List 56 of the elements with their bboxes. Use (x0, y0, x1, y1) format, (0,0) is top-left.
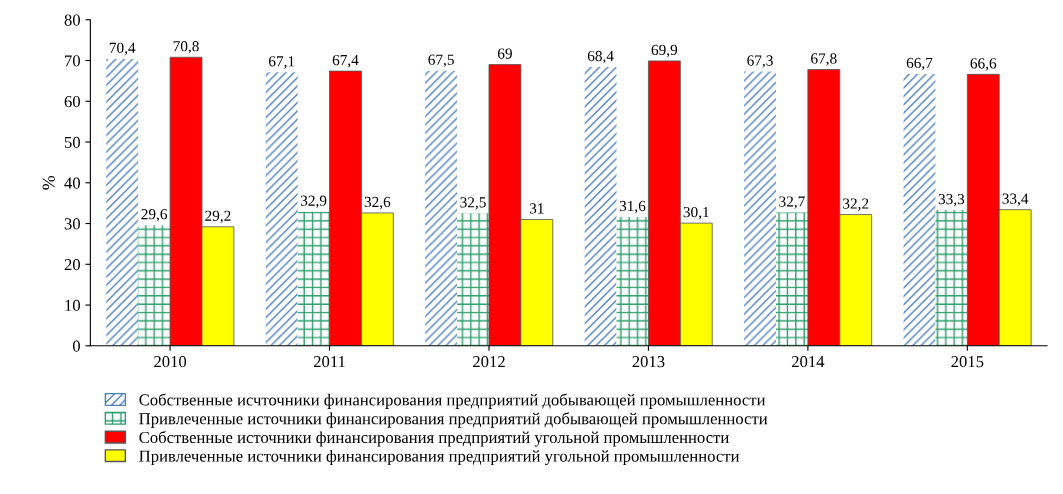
y-tick-label: 30 (64, 218, 80, 230)
data-label: 67,1 (268, 56, 295, 69)
bar (584, 67, 617, 346)
bar (297, 211, 330, 346)
data-label: 66,6 (970, 58, 997, 71)
y-tick-label: 10 (65, 299, 80, 311)
data-label: 31 (529, 203, 544, 214)
y-axis-title: % (42, 175, 55, 190)
legend-label: Собственные исчточники финансирования предприятий добывающей промышленности (139, 393, 766, 409)
x-tick-label: 2010 (154, 356, 187, 368)
bar (106, 58, 139, 346)
y-tick-label: 60 (64, 95, 80, 108)
x-tick-label: 2011 (313, 356, 345, 368)
bar (744, 71, 776, 346)
data-label: 69 (497, 48, 512, 59)
data-label: 69,9 (651, 44, 678, 58)
data-label: 31,6 (619, 200, 646, 214)
bar (457, 213, 489, 346)
bar (775, 212, 808, 346)
data-label: 32,5 (460, 197, 486, 210)
legend-label: Привлеченные источники финансирования предприятий добывающей промышленности (139, 412, 768, 428)
data-label: 66,7 (906, 57, 933, 71)
data-label: 33,4 (1002, 193, 1029, 206)
x-tick-label: 2014 (791, 356, 825, 368)
data-label: 30,1 (683, 206, 709, 220)
data-label: 32,2 (843, 198, 869, 211)
data-label: 70,8 (173, 41, 199, 54)
y-tick-label: 20 (64, 258, 80, 271)
bar (265, 72, 298, 346)
bar (935, 210, 968, 346)
bar (903, 73, 936, 346)
x-tick-label: 2013 (632, 356, 665, 368)
legend-label: Привлеченные источники финансирования предприятий угольной промышленности (139, 449, 740, 466)
legend-label: Собственные источники финансирования предприятий угольной промышленности (139, 431, 729, 447)
data-label: 67,8 (811, 53, 837, 66)
data-label: 32,9 (300, 195, 327, 209)
data-label: 67,4 (332, 54, 359, 68)
data-label: 68,4 (587, 50, 614, 64)
bar (425, 70, 458, 346)
data-label: 29,2 (205, 210, 231, 224)
y-tick-label: 0 (72, 340, 80, 352)
y-tick-label: 50 (64, 136, 80, 148)
y-tick-label: 40 (64, 177, 80, 189)
bar (616, 217, 649, 346)
data-label: 67,3 (747, 55, 773, 68)
data-label: 32,6 (364, 196, 391, 210)
x-tick-label: 2015 (951, 356, 984, 368)
bar (138, 225, 171, 346)
data-label: 29,6 (141, 209, 168, 222)
x-tick-label: 2012 (473, 356, 505, 368)
data-label: 33,3 (938, 193, 965, 207)
data-label: 32,7 (779, 196, 805, 209)
y-tick-label: 80 (64, 14, 80, 26)
data-label: 70,4 (109, 42, 136, 56)
y-tick-label: 70 (65, 55, 80, 67)
data-label: 67,5 (428, 54, 454, 68)
